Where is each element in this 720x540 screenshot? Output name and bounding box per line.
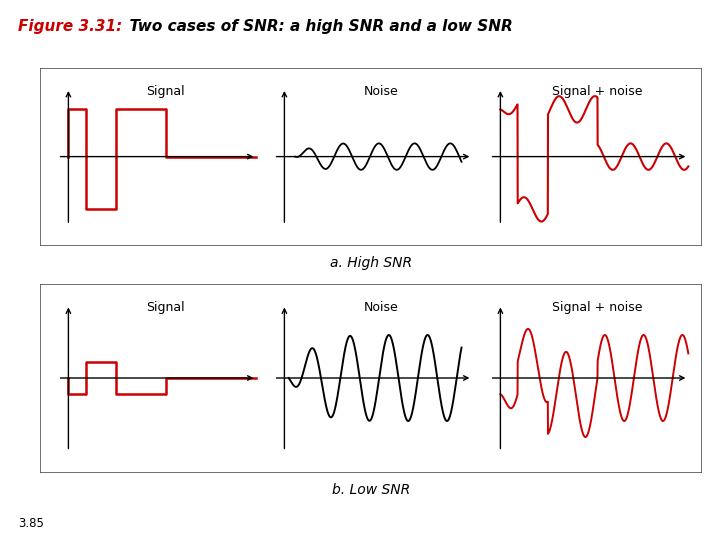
Text: Two cases of SNR: a high SNR and a low SNR: Two cases of SNR: a high SNR and a low S… bbox=[119, 19, 513, 34]
Text: Signal: Signal bbox=[146, 301, 185, 314]
Text: Figure 3.31:: Figure 3.31: bbox=[18, 19, 122, 34]
Text: Signal: Signal bbox=[146, 85, 185, 98]
Text: Noise: Noise bbox=[364, 85, 399, 98]
Text: b. Low SNR: b. Low SNR bbox=[332, 483, 410, 497]
Text: 3.85: 3.85 bbox=[18, 517, 44, 530]
Text: a. High SNR: a. High SNR bbox=[330, 256, 412, 271]
Text: Noise: Noise bbox=[364, 301, 399, 314]
Text: Signal + noise: Signal + noise bbox=[552, 301, 643, 314]
Text: Signal + noise: Signal + noise bbox=[552, 85, 643, 98]
